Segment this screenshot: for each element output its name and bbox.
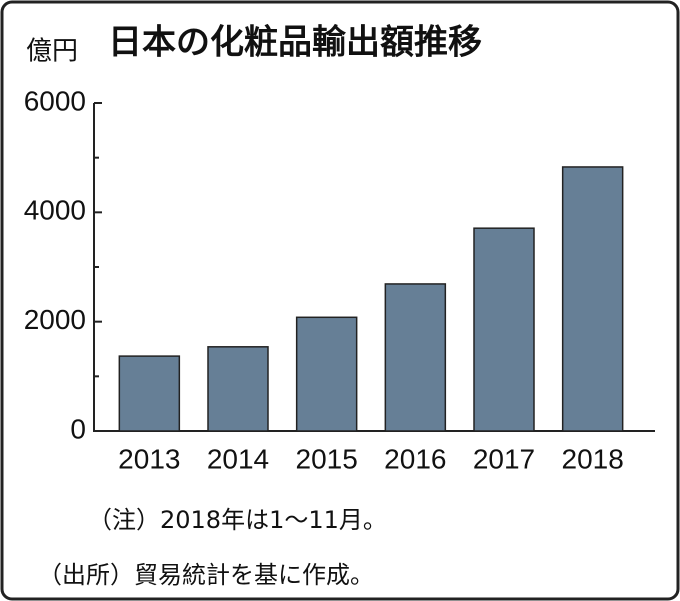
x-tick-label: 2014 — [207, 443, 269, 474]
source-note: （出所）貿易統計を基に作成。 — [38, 561, 374, 589]
x-tick-label: 2013 — [118, 443, 180, 474]
bar — [207, 346, 269, 432]
y-tick-label: 2000 — [24, 304, 86, 335]
bar — [118, 355, 181, 432]
bar — [384, 283, 447, 432]
x-tick-label: 2017 — [473, 443, 535, 474]
bar — [473, 227, 535, 432]
y-tick-label: 4000 — [24, 195, 86, 226]
note: （注）2018年は1～11月。 — [88, 506, 387, 534]
y-axis-label: 億円 — [26, 37, 78, 67]
bar — [561, 166, 624, 432]
chart-title: 日本の化粧品輸出額推移 — [108, 23, 482, 63]
y-tick-label: 6000 — [24, 85, 86, 116]
y-tick-label: 0 — [70, 413, 86, 444]
x-tick-label: 2016 — [384, 443, 446, 474]
x-tick-label: 2018 — [562, 443, 624, 474]
x-tick-label: 2015 — [296, 443, 358, 474]
bar — [295, 316, 358, 432]
